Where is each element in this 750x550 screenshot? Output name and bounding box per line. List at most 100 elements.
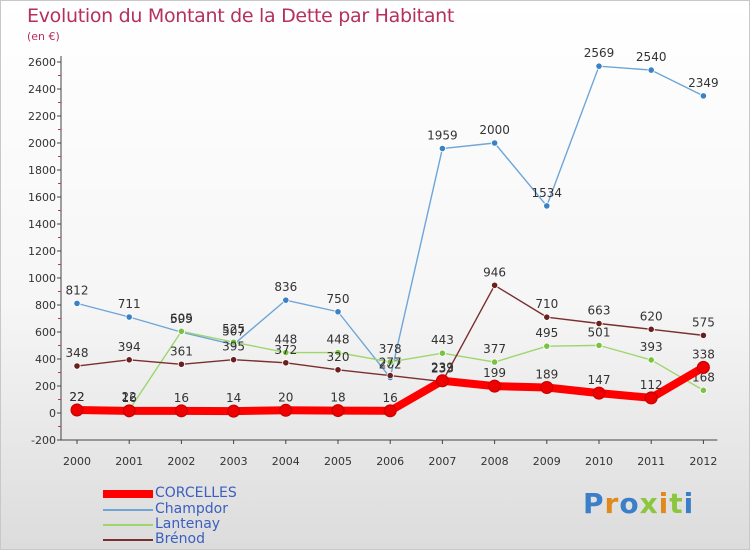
data-label-corcelles: 18 <box>330 391 345 405</box>
data-label-corcelles: 16 <box>383 391 398 405</box>
x-tick-label: 2006 <box>376 455 404 468</box>
data-point-champdor <box>699 92 708 100</box>
data-label-corcelles: 199 <box>483 366 506 380</box>
data-label-champdor: 2000 <box>479 123 510 137</box>
y-tick-label: 1000 <box>28 272 56 285</box>
data-point-lantenay <box>438 349 446 357</box>
y-tick-label: 2000 <box>28 137 56 150</box>
data-label-corcelles: 16 <box>122 391 137 405</box>
y-tick-label: 2600 <box>28 56 56 69</box>
data-point-corcelles <box>592 386 606 400</box>
y-tick-label: 0 <box>49 407 56 420</box>
data-label-corcelles: 22 <box>69 390 84 404</box>
legend-swatch-champdor <box>103 509 153 511</box>
data-point-brenod <box>282 359 290 367</box>
data-label-champdor: 599 <box>170 312 193 326</box>
data-point-champdor <box>595 62 603 70</box>
data-point-corcelles <box>279 403 293 417</box>
legend-swatch-brenod <box>103 539 153 541</box>
data-label-corcelles: 239 <box>431 361 454 375</box>
legend-label-lantenay: Lantenay <box>155 516 221 532</box>
data-point-corcelles <box>488 379 502 393</box>
data-label-champdor: 836 <box>274 280 297 294</box>
data-label-brenod: 575 <box>692 315 715 329</box>
data-point-brenod <box>490 281 499 289</box>
data-label-brenod: 372 <box>274 343 297 357</box>
x-tick-label: 2008 <box>481 455 509 468</box>
x-tick-label: 2012 <box>689 455 717 468</box>
data-point-champdor <box>438 144 446 153</box>
legend-swatch-lantenay <box>103 524 153 526</box>
data-point-brenod <box>125 356 133 364</box>
data-point-corcelles <box>435 374 449 388</box>
data-label-brenod: 663 <box>588 303 611 317</box>
y-tick-label: 400 <box>35 353 56 366</box>
legend-label-corcelles: CORCELLES <box>155 485 237 501</box>
data-point-lantenay <box>647 356 655 364</box>
legend-label-brenod: Brénod <box>155 531 205 547</box>
data-point-champdor <box>73 299 81 307</box>
data-point-lantenay <box>334 348 342 357</box>
data-label-brenod: 361 <box>170 344 193 358</box>
data-label-corcelles: 147 <box>588 373 611 387</box>
data-point-brenod <box>543 313 551 321</box>
y-tick-label: 1800 <box>28 164 56 177</box>
data-label-lantenay: 443 <box>431 333 454 347</box>
data-label-corcelles: 14 <box>226 391 241 405</box>
data-point-lantenay <box>699 386 708 394</box>
y-tick-label: -200 <box>31 434 56 447</box>
x-tick-label: 2003 <box>220 455 248 468</box>
x-tick-label: 2009 <box>533 455 561 468</box>
data-point-corcelles <box>644 391 658 405</box>
x-tick-label: 2002 <box>167 455 195 468</box>
y-tick-label: 2200 <box>28 110 56 123</box>
data-label-brenod: 233 <box>431 362 454 376</box>
data-point-lantenay <box>595 341 603 349</box>
data-label-brenod: 394 <box>118 340 141 354</box>
data-point-champdor <box>282 296 290 304</box>
data-point-champdor <box>543 202 551 210</box>
x-tick-label: 2004 <box>272 455 300 468</box>
data-point-brenod <box>386 372 394 380</box>
data-label-corcelles: 338 <box>692 347 715 361</box>
data-point-corcelles <box>70 403 84 417</box>
data-label-lantenay: 525 <box>222 322 245 336</box>
data-point-brenod <box>647 325 655 333</box>
data-label-corcelles: 112 <box>640 378 663 392</box>
data-label-champdor: 750 <box>327 292 350 306</box>
chart-title: Evolution du Montant de la Dette par Hab… <box>27 5 455 27</box>
x-tick-label: 2007 <box>428 455 456 468</box>
data-point-champdor <box>647 66 655 74</box>
chart-subtitle: (en €) <box>27 30 60 43</box>
data-label-champdor: 812 <box>66 283 89 297</box>
x-tick-label: 2005 <box>324 455 352 468</box>
data-point-brenod <box>334 366 342 374</box>
legend-swatch-corcelles <box>103 490 153 498</box>
data-label-lantenay: 501 <box>588 325 611 339</box>
data-point-lantenay <box>386 358 394 366</box>
y-tick-label: 600 <box>35 326 56 339</box>
y-tick-label: 1400 <box>28 218 56 231</box>
x-tick-label: 2010 <box>585 455 613 468</box>
proxiti-logo: Proxiti <box>583 487 695 520</box>
data-label-champdor: 507 <box>222 325 245 339</box>
data-label-corcelles: 16 <box>174 391 189 405</box>
y-tick-label: 200 <box>35 380 56 393</box>
y-tick-label: 2400 <box>28 83 56 96</box>
data-point-brenod <box>230 356 238 364</box>
data-point-lantenay <box>282 348 290 357</box>
data-point-champdor <box>334 308 342 316</box>
data-label-lantenay: 495 <box>535 326 558 340</box>
data-label-champdor: 2349 <box>688 76 719 90</box>
data-point-brenod <box>595 319 603 328</box>
y-tick-label: 1600 <box>28 191 56 204</box>
data-label-brenod: 620 <box>640 309 663 323</box>
y-tick-label: 1200 <box>28 245 56 258</box>
legend-label-champdor: Champdor <box>155 501 228 517</box>
data-point-corcelles <box>331 404 345 418</box>
data-label-champdor: 1959 <box>427 129 458 143</box>
data-label-lantenay: 448 <box>327 333 350 347</box>
data-label-lantenay: 22 <box>122 390 137 404</box>
data-label-corcelles: 20 <box>278 390 293 404</box>
